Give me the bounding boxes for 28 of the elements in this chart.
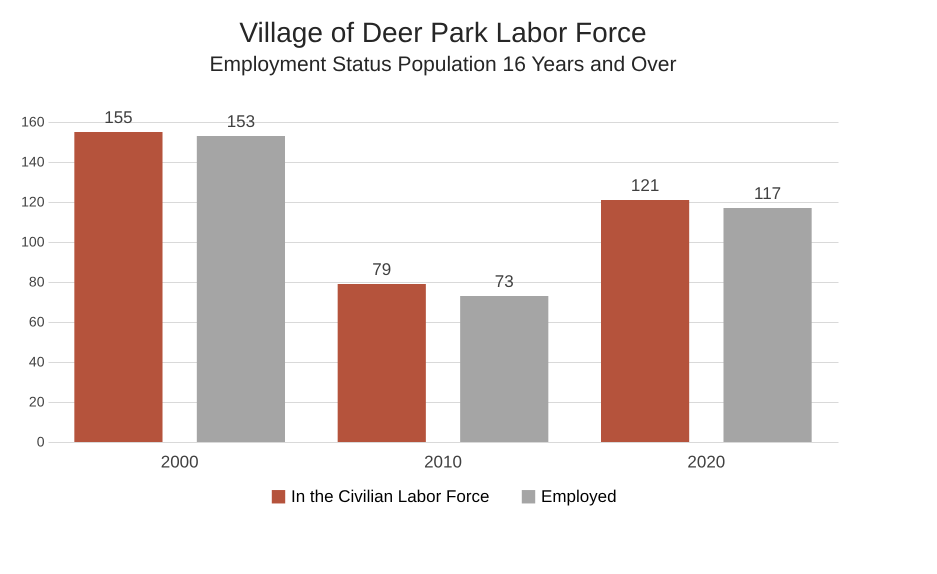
bar (460, 296, 548, 442)
y-tick-label: 80 (28, 274, 45, 290)
x-tick-label: 2020 (687, 452, 726, 472)
data-label: 117 (754, 184, 782, 203)
bar (601, 200, 690, 442)
y-tick-label: 160 (21, 114, 45, 130)
y-tick-label: 20 (28, 394, 45, 410)
y-tick-label: 140 (21, 154, 45, 170)
y-tick-label: 0 (36, 434, 45, 450)
y-tick-label: 100 (21, 234, 45, 250)
x-tick-label: 2010 (424, 452, 462, 472)
bar (338, 284, 426, 442)
data-label: 153 (226, 112, 256, 131)
chart-title: Village of Deer Park Labor Force (239, 17, 647, 48)
bar (196, 136, 285, 442)
bar (74, 132, 163, 442)
data-label: 79 (372, 260, 392, 279)
legend-label: In the Civilian Labor Force (291, 486, 490, 506)
data-label: 155 (104, 108, 133, 127)
data-label: 121 (630, 176, 660, 195)
bar (723, 208, 812, 442)
chart-subtitle: Employment Status Population 16 Years and Over (210, 53, 676, 76)
legend-label: Employed (541, 486, 617, 506)
data-label: 73 (494, 272, 514, 291)
y-tick-label: 120 (21, 194, 45, 210)
y-tick-label: 40 (28, 354, 45, 370)
y-tick-label: 60 (28, 314, 45, 330)
x-tick-label: 2000 (160, 452, 199, 472)
